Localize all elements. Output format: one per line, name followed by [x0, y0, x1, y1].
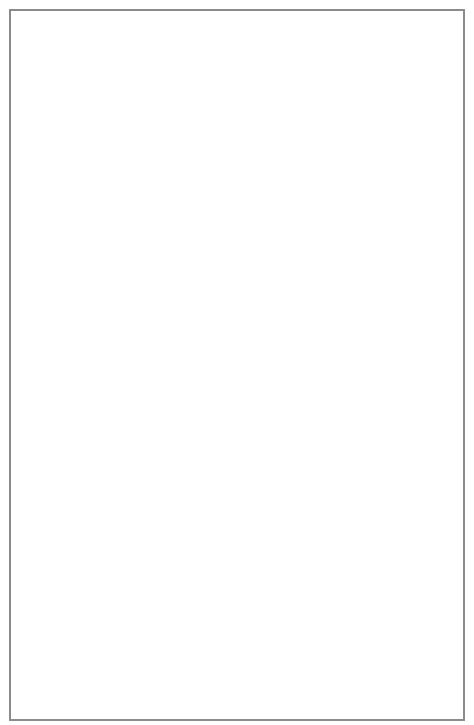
Text: (5,550): (5,550) [380, 152, 421, 162]
Text: Cashflow Statement: Cashflow Statement [166, 32, 308, 45]
Text: -: - [417, 678, 421, 688]
Text: 49,600: 49,600 [382, 653, 421, 663]
Text: 24,500: 24,500 [247, 565, 287, 575]
Text: Add back: depreciation expense: Add back: depreciation expense [22, 127, 205, 137]
Text: Closing cash: Closing cash [22, 703, 103, 713]
Text: 6,150: 6,150 [389, 364, 421, 374]
Bar [10, 582, 464, 607]
Bar [10, 169, 464, 183]
Text: 600: 600 [398, 389, 421, 399]
Bar [10, 233, 464, 257]
Text: Opening cash: Opening cash [22, 678, 100, 688]
Text: $: $ [258, 78, 265, 88]
Bar [10, 406, 464, 420]
Text: Cash from investing: Cash from investing [22, 615, 151, 624]
Text: Renovations and improvements: Renovations and improvements [22, 452, 203, 462]
Text: (3,000): (3,000) [246, 215, 287, 225]
Bar [10, 494, 464, 508]
Bar [10, 183, 464, 207]
Text: Investing Cashflow: Investing Cashflow [22, 427, 145, 437]
Text: 9,000: 9,000 [255, 339, 287, 349]
Text: 700: 700 [265, 315, 287, 324]
Bar [10, 307, 464, 332]
Text: 19,000: 19,000 [247, 289, 287, 299]
Text: 500: 500 [265, 127, 287, 137]
Text: Increase in inventory: Increase in inventory [22, 265, 142, 275]
Text: Issuance of common stock: Issuance of common stock [22, 540, 173, 550]
Text: Bob's Donut Shoppe, Inc.: Bob's Donut Shoppe, Inc. [149, 15, 325, 28]
Text: 49,600: 49,600 [377, 703, 421, 713]
Bar [10, 70, 464, 95]
Bar [10, 10, 464, 70]
Bar [10, 671, 464, 695]
Bar [10, 533, 464, 558]
Text: Net changes in working capital: Net changes in working capital [22, 364, 199, 374]
Bar [10, 144, 464, 169]
Bar [10, 645, 464, 671]
Bar [10, 207, 464, 233]
Text: Issuance of long-term liability: Issuance of long-term liability [22, 565, 191, 575]
Text: Dividends paid: Dividends paid [22, 589, 107, 600]
Text: Increase in accrued expenses: Increase in accrued expenses [22, 315, 191, 324]
Bar [10, 444, 464, 469]
Text: Increase in accounts receivable: Increase in accounts receivable [22, 215, 202, 225]
Bar [10, 332, 464, 357]
Text: 74,000: 74,000 [377, 615, 421, 624]
Text: $: $ [388, 78, 395, 88]
Text: (18,800): (18,800) [238, 265, 287, 275]
Bar [10, 120, 464, 144]
Text: As of the 31st January 2020: As of the 31st January 2020 [155, 50, 319, 63]
Bar [10, 95, 464, 120]
Bar [10, 508, 464, 533]
Bar [10, 632, 464, 645]
Text: (25,000): (25,000) [238, 452, 287, 462]
Bar [10, 357, 464, 381]
Bar [10, 257, 464, 282]
Text: Net Increase / decrease in cash flow: Net Increase / decrease in cash flow [22, 653, 228, 663]
Text: Net Income: Net Income [22, 102, 88, 112]
Text: (6,050): (6,050) [246, 102, 287, 112]
Bar [10, 469, 464, 494]
Bar [10, 558, 464, 582]
Text: Increase in unearned income: Increase in unearned income [22, 339, 188, 349]
Bar [10, 695, 464, 720]
Text: (25,000): (25,000) [367, 477, 421, 486]
Text: Cash from investing: Cash from investing [22, 477, 151, 486]
Bar [10, 282, 464, 307]
Text: (750): (750) [256, 240, 287, 250]
Text: (500): (500) [256, 589, 287, 600]
Text: Total Cash from Operations: Total Cash from Operations [22, 389, 198, 399]
Text: 50,000: 50,000 [247, 540, 287, 550]
Text: Increase in accounts payable: Increase in accounts payable [22, 289, 188, 299]
Bar [10, 607, 464, 632]
Text: Changes in working capital: Changes in working capital [22, 190, 197, 200]
Text: Financing Cashflow: Financing Cashflow [22, 515, 147, 526]
Bar [10, 420, 464, 444]
Bar [10, 381, 464, 406]
Text: Increase in prepaid rent: Increase in prepaid rent [22, 240, 158, 250]
